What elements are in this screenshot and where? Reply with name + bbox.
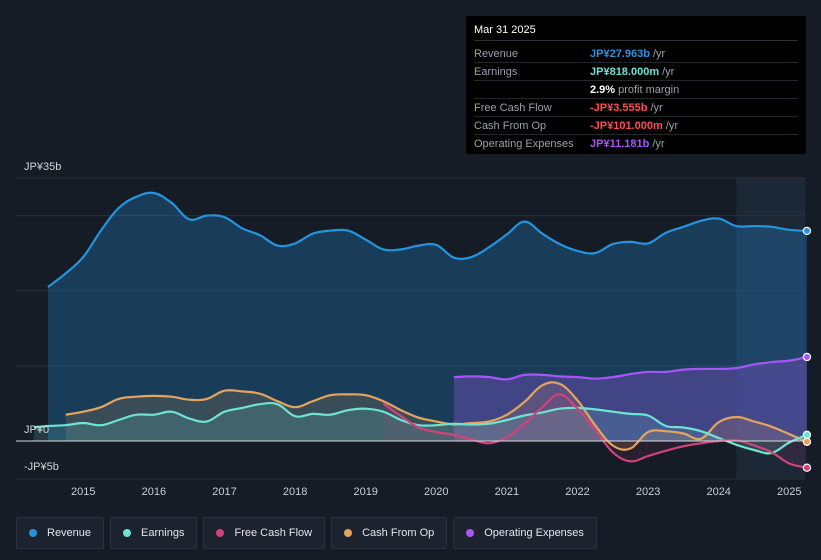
tooltip-unit: /yr [650, 101, 663, 114]
legend-dot-icon [216, 529, 225, 537]
tooltip-value: JP¥27.963b [590, 47, 650, 60]
x-axis-label: 2015 [71, 486, 95, 498]
series-area-operating-expenses [453, 357, 807, 441]
series-area-cash-from-op [65, 382, 807, 450]
x-axis-label: 2021 [495, 486, 519, 498]
end-marker-cash-from-op [802, 437, 812, 446]
tooltip-label: Free Cash Flow [474, 101, 552, 114]
series-line-free-cash-flow [382, 393, 808, 469]
legend-item[interactable]: Earnings [110, 517, 198, 549]
x-axis-label: 2023 [636, 486, 660, 498]
legend-item[interactable]: Operating Expenses [453, 517, 597, 549]
series-line-earnings [33, 401, 808, 455]
tooltip-label: Cash From Op [474, 119, 547, 132]
y-axis-label: -JP¥5b [24, 461, 59, 473]
tooltip-label: Revenue [474, 47, 519, 60]
tooltip-row: Operating Expenses JP¥11.181b/yr [474, 135, 798, 152]
tooltip-unit: /yr [652, 137, 665, 150]
x-axis-label: 2024 [706, 486, 730, 498]
tooltip-row: Revenue JP¥27.963b/yr [474, 45, 798, 63]
legend-label: Operating Expenses [484, 527, 584, 539]
tooltip-label: Earnings [474, 65, 518, 78]
tooltip-date: Mar 31 2025 [474, 24, 798, 41]
y-axis-label: JP¥0 [24, 424, 49, 436]
series-line-cash-from-op [65, 381, 808, 451]
tooltip-value: -JP¥3.555b [590, 101, 648, 114]
legend-dot-icon [466, 529, 475, 537]
x-axis-label: 2020 [424, 486, 448, 498]
tooltip-unit: /yr [665, 119, 679, 132]
legend-label: Cash From Op [362, 527, 435, 539]
tooltip-unit: /yr [662, 65, 675, 78]
legend-dot-icon [29, 529, 37, 537]
chart-tooltip: Mar 31 2025 Revenue JP¥27.963b/yr Earnings… [466, 16, 806, 154]
legend-item[interactable]: Revenue [16, 517, 105, 549]
end-marker-revenue [802, 226, 812, 236]
x-axis-label: 2025 [777, 486, 801, 498]
tooltip-value: 2.9% [590, 83, 616, 96]
end-marker-free-cash-flow [802, 463, 812, 472]
tooltip-row: Cash From Op -JP¥101.000m/yr [474, 117, 798, 135]
end-marker-operating-expenses [802, 352, 812, 362]
tooltip-unit: /yr [652, 47, 666, 60]
tooltip-row: 2.9% profit margin [474, 81, 798, 99]
tooltip-value: JP¥11.181b [590, 137, 650, 150]
legend-dot-icon [123, 529, 132, 537]
x-axis-label: 2017 [212, 486, 236, 498]
series-line-revenue [47, 191, 807, 288]
x-axis-label: 2019 [353, 486, 377, 498]
x-axis-label: 2016 [142, 486, 166, 498]
x-axis-label: 2018 [283, 486, 307, 498]
tooltip-value: JP¥818.000m [590, 65, 660, 78]
tooltip-row: Free Cash Flow -JP¥3.555b/yr [474, 99, 798, 117]
tooltip-value: -JP¥101.000m [590, 119, 663, 132]
chart-legend: Revenue Earnings Free Cash Flow Cash From O… [16, 517, 597, 549]
legend-dot-icon [344, 529, 353, 537]
legend-label: Revenue [47, 527, 92, 539]
legend-label: Free Cash Flow [234, 527, 313, 539]
end-marker-earnings [802, 430, 812, 440]
legend-item[interactable]: Cash From Op [331, 517, 448, 549]
tooltip-rows: Revenue JP¥27.963b/yr Earnings JP¥818.000m /… [474, 45, 798, 152]
series-line-operating-expenses [453, 355, 808, 381]
x-axis-label: 2022 [565, 486, 589, 498]
legend-label: Earnings [141, 527, 185, 539]
tooltip-label: Operating Expenses [474, 137, 574, 150]
tooltip-unit: profit margin [618, 83, 680, 96]
y-axis-label: JP¥35b [24, 161, 61, 173]
legend-item[interactable]: Free Cash Flow [203, 517, 326, 549]
series-area-revenue [48, 192, 807, 441]
highlight-band [736, 178, 805, 479]
tooltip-row: Earnings JP¥818.000m/yr [474, 63, 798, 81]
